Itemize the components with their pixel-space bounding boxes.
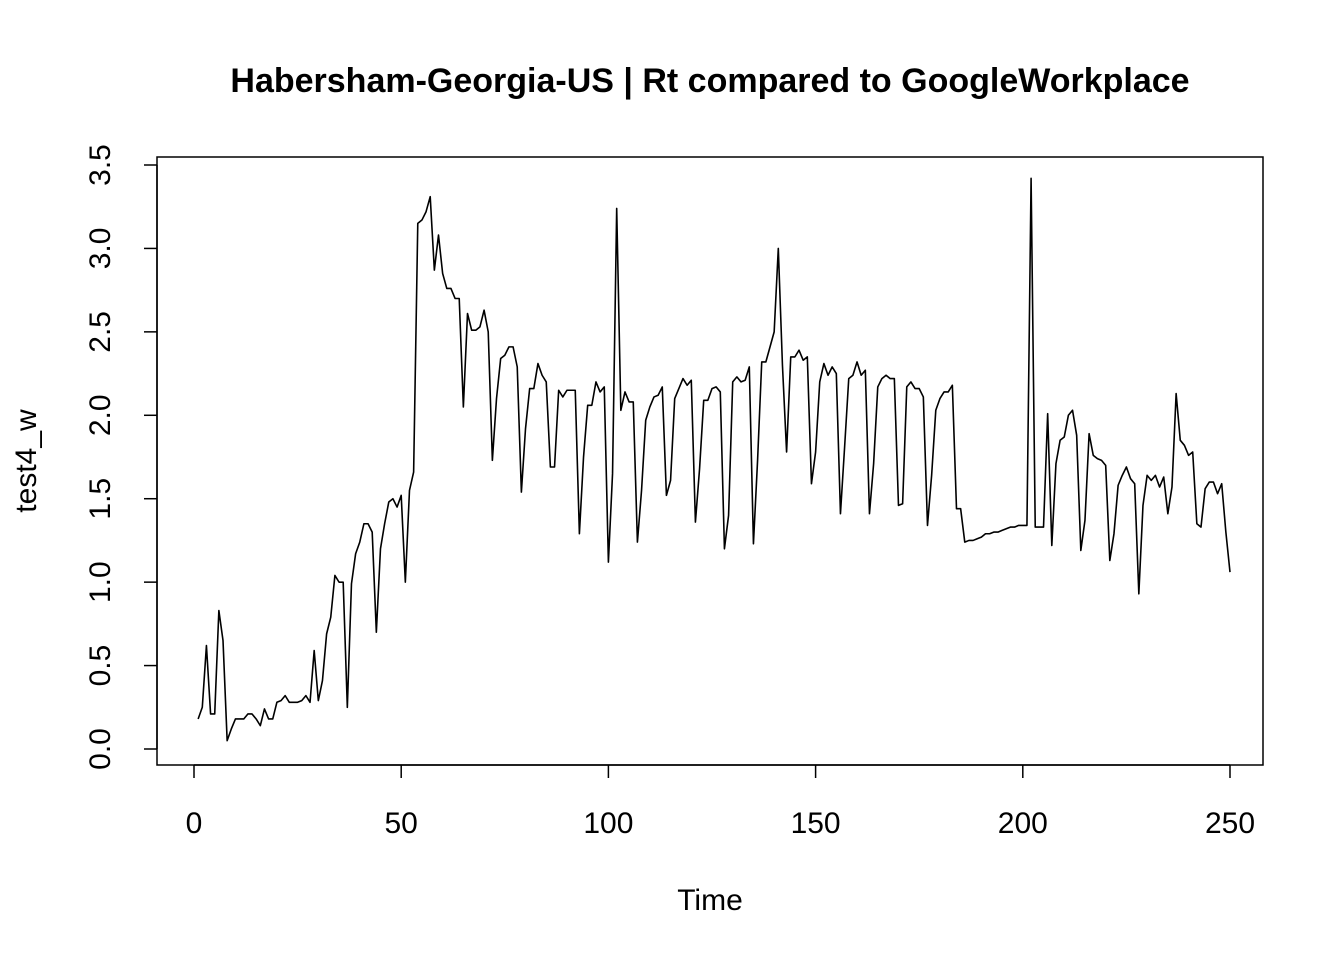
x-tick-label: 0 — [186, 807, 203, 840]
x-axis: 0 50 100 150 200 250 — [186, 764, 1255, 840]
x-tick-label: 150 — [791, 807, 841, 840]
chart-title: Habersham-Georgia-US | Rt compared to Go… — [230, 62, 1189, 100]
y-axis: 0.0 0.5 1.0 1.5 2.0 2.5 3.0 3.5 — [84, 144, 158, 770]
y-axis-label: test4_w — [10, 409, 43, 513]
x-tick-label: 100 — [583, 807, 633, 840]
x-tick-label: 200 — [998, 807, 1048, 840]
x-tick-label: 250 — [1205, 807, 1255, 840]
y-tick-label: 0.5 — [84, 645, 117, 687]
y-tick-label: 2.5 — [84, 311, 117, 353]
y-tick-label: 1.5 — [84, 478, 117, 520]
y-tick-label: 3.5 — [84, 144, 117, 186]
y-tick-label: 1.0 — [84, 561, 117, 603]
x-axis-label: Time — [677, 884, 743, 917]
series-line — [197, 177, 1231, 742]
y-tick-label: 3.0 — [84, 228, 117, 270]
x-tick-label: 50 — [385, 807, 418, 840]
y-tick-label: 2.0 — [84, 394, 117, 436]
y-tick-label: 0.0 — [84, 728, 117, 770]
